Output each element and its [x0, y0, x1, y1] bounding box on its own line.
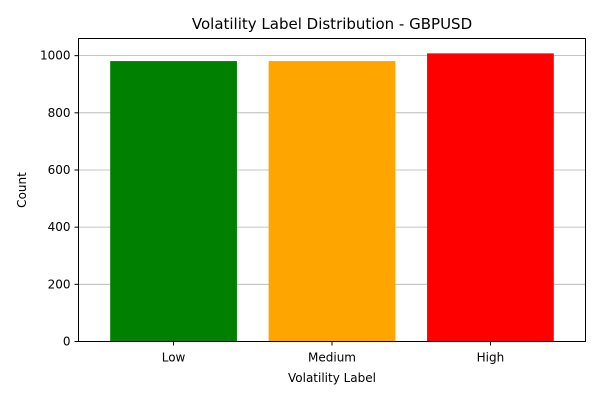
x-tick-label: Low [162, 351, 186, 365]
y-tick-label: 0 [63, 335, 71, 349]
bar-high [427, 53, 554, 342]
bar-medium [268, 61, 396, 342]
chart-title: Volatility Label Distribution - GBPUSD [192, 15, 472, 33]
x-axis-label: Volatility Label [288, 371, 376, 385]
x-tick-label: High [477, 351, 505, 365]
bar-low [110, 61, 237, 342]
y-axis-ticks: 0 200 400 600 800 1000 [40, 49, 79, 349]
bars [110, 53, 554, 342]
y-tick-label: 200 [48, 277, 71, 291]
y-tick-label: 600 [48, 163, 71, 177]
x-axis-ticks: Low Medium High [162, 341, 505, 365]
y-tick-label: 800 [48, 106, 71, 120]
y-tick-label: 400 [48, 220, 71, 234]
y-tick-label: 1000 [40, 49, 71, 63]
y-axis-label: Count [15, 172, 29, 208]
x-tick-label: Medium [308, 351, 356, 365]
